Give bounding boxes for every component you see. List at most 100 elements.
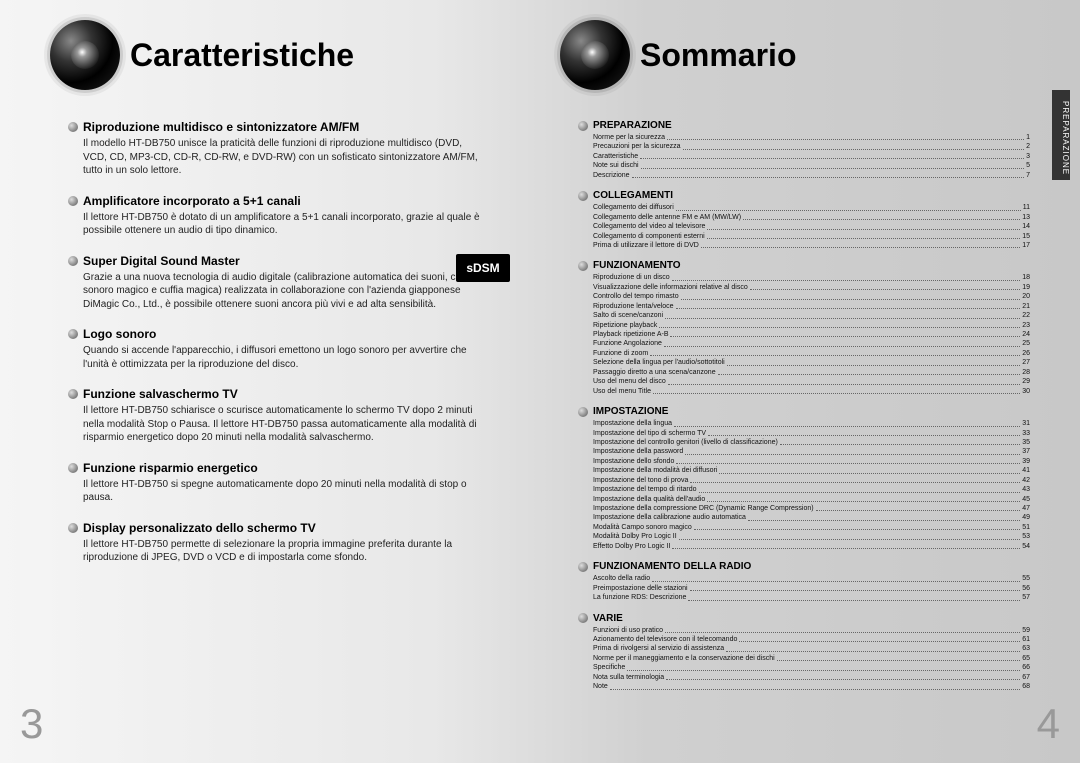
toc-dots — [679, 532, 1021, 539]
toc-entry-page: 67 — [1022, 673, 1030, 682]
feature-head: Super Digital Sound Master — [68, 254, 510, 268]
toc-entry-page: 7 — [1026, 171, 1030, 180]
toc-entry-label: Playback ripetizione A-B — [593, 330, 668, 339]
toc-section: FUNZIONAMENTO DELLA RADIOAscolto della r… — [578, 561, 1030, 602]
feature-head: Funzione risparmio energetico — [68, 461, 510, 475]
toc-dots — [719, 466, 1020, 473]
feature-body: Grazie a una nuova tecnologia di audio d… — [83, 271, 483, 312]
feature-body: Il lettore HT-DB750 è dotato di un ampli… — [83, 211, 483, 238]
feature-title: Amplificatore incorporato a 5+1 canali — [83, 194, 301, 208]
toc-entry-label: Norme per la sicurezza — [593, 133, 665, 142]
feature-title: Logo sonoro — [83, 327, 156, 341]
toc-entry-label: Visualizzazione delle informazioni relat… — [593, 283, 748, 292]
toc-entry-label: Riproduzione di un disco — [593, 273, 670, 282]
toc-entry: Uso del menu Title 30 — [593, 387, 1030, 396]
toc-section-title: COLLEGAMENTI — [593, 190, 673, 201]
toc-entry-label: Uso del menu del disco — [593, 377, 666, 386]
toc-entry-label: Impostazione della lingua — [593, 419, 672, 428]
toc-dots — [690, 584, 1021, 591]
feature-title: Funzione salvaschermo TV — [83, 387, 238, 401]
toc-entry-page: 61 — [1022, 635, 1030, 644]
left-title: Caratteristiche — [130, 37, 354, 74]
toc-dots — [676, 203, 1021, 210]
toc-entry-label: Funzione di zoom — [593, 349, 648, 358]
speaker-icon — [50, 20, 120, 90]
toc-entry-label: Collegamento di componenti esterni — [593, 232, 705, 241]
toc-dots — [664, 339, 1020, 346]
speaker-icon — [560, 20, 630, 90]
toc-entry-page: 42 — [1022, 476, 1030, 485]
toc-entry-label: Impostazione della modalità dei diffusor… — [593, 466, 717, 475]
toc-dots — [670, 330, 1020, 337]
toc-section-head: FUNZIONAMENTO — [578, 260, 1030, 271]
bullet-icon — [68, 389, 78, 399]
feature-body: Il lettore HT-DB750 schiarisce o scurisc… — [83, 404, 483, 445]
toc-dots — [816, 504, 1021, 511]
toc-entry: Collegamento delle antenne FM e AM (MW/L… — [593, 213, 1030, 222]
toc-entry: Impostazione della lingua 31 — [593, 419, 1030, 428]
bullet-icon — [578, 121, 588, 131]
toc-entry-page: 47 — [1022, 504, 1030, 513]
toc-entry-page: 33 — [1022, 429, 1030, 438]
bullet-icon — [578, 407, 588, 417]
toc-entry-page: 29 — [1022, 377, 1030, 386]
toc-entry: Impostazione della qualità dell'audio45 — [593, 495, 1030, 504]
bullet-icon — [578, 613, 588, 623]
toc-section: PREPARAZIONENorme per la sicurezza1Preca… — [578, 120, 1030, 180]
toc-dots — [659, 321, 1020, 328]
toc-entry: Controllo del tempo rimasto20 — [593, 292, 1030, 301]
section-tab: PREPARAZIONE — [1052, 90, 1070, 180]
feature-item: Logo sonoroQuando si accende l'apparecch… — [68, 327, 510, 371]
toc-entry-label: Impostazione della qualità dell'audio — [593, 495, 705, 504]
toc-entry-label: Prima di utilizzare il lettore di DVD — [593, 241, 699, 250]
toc-entry: Prima di utilizzare il lettore di DVD17 — [593, 241, 1030, 250]
toc-entry: Uso del menu del disco 29 — [593, 377, 1030, 386]
toc-entry: Impostazione del tono di prova42 — [593, 476, 1030, 485]
toc-entry-label: Collegamento delle antenne FM e AM (MW/L… — [593, 213, 741, 222]
toc-entry-label: Collegamento del video al televisore — [593, 222, 705, 231]
feature-head: Funzione salvaschermo TV — [68, 387, 510, 401]
toc-entry-page: 53 — [1022, 532, 1030, 541]
toc-entry-page: 54 — [1022, 542, 1030, 551]
right-title-row: Sommario — [560, 20, 1030, 90]
toc-dots — [683, 142, 1025, 149]
toc-entry-label: Prima di rivolgersi al servizio di assis… — [593, 644, 724, 653]
toc-entry: Funzione di zoom26 — [593, 349, 1030, 358]
toc-entry-page: 13 — [1022, 213, 1030, 222]
features-list: Riproduzione multidisco e sintonizzatore… — [50, 120, 510, 565]
toc-dots — [652, 574, 1020, 581]
toc-entry-page: 30 — [1022, 387, 1030, 396]
toc-entry: Collegamento del video al televisore 14 — [593, 222, 1030, 231]
toc-entry-label: Impostazione della compressione DRC (Dyn… — [593, 504, 814, 513]
toc-dots — [727, 358, 1021, 365]
toc-entry: Impostazione della password37 — [593, 447, 1030, 456]
toc-entry-label: Precauzioni per la sicurezza — [593, 142, 681, 151]
feature-item: Display personalizzato dello schermo TVI… — [68, 521, 510, 565]
toc-entry-label: Salto di scene/canzoni — [593, 311, 663, 320]
toc-section-title: IMPOSTAZIONE — [593, 406, 668, 417]
toc-entry-page: 31 — [1022, 419, 1030, 428]
toc-entry-label: Ascolto della radio — [593, 574, 650, 583]
toc-entry-page: 56 — [1022, 584, 1030, 593]
toc-entry: Nota sulla terminologia67 — [593, 673, 1030, 682]
bullet-icon — [68, 463, 78, 473]
bullet-icon — [68, 196, 78, 206]
bullet-icon — [578, 261, 588, 271]
toc-dots — [632, 171, 1025, 178]
toc-dots — [668, 377, 1020, 384]
toc-entry: Specifiche66 — [593, 663, 1030, 672]
toc-section-head: VARIE — [578, 613, 1030, 624]
toc-entry-label: Uso del menu Title — [593, 387, 651, 396]
toc-entry-page: 63 — [1022, 644, 1030, 653]
toc-dots — [707, 495, 1020, 502]
toc-entry-label: Passaggio diretto a una scena/canzone — [593, 368, 716, 377]
toc-entry-page: 39 — [1022, 457, 1030, 466]
toc-entry-page: 25 — [1022, 339, 1030, 348]
page-number-left: 3 — [20, 700, 43, 748]
toc-entry-page: 14 — [1022, 222, 1030, 231]
toc-entry: Collegamento dei diffusori11 — [593, 203, 1030, 212]
toc-entry-page: 3 — [1026, 152, 1030, 161]
toc-dots — [685, 447, 1020, 454]
toc-entry-page: 68 — [1022, 682, 1030, 691]
toc-entry-page: 59 — [1022, 626, 1030, 635]
